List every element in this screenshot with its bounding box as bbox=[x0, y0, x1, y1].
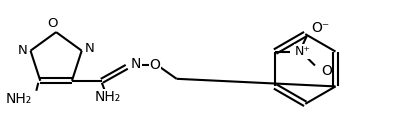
Text: N: N bbox=[131, 57, 141, 71]
Text: N⁺: N⁺ bbox=[295, 45, 311, 58]
Text: NH₂: NH₂ bbox=[95, 90, 121, 104]
Text: O: O bbox=[321, 64, 332, 78]
Text: NH₂: NH₂ bbox=[6, 92, 32, 106]
Text: O⁻: O⁻ bbox=[311, 21, 329, 35]
Text: N: N bbox=[85, 42, 95, 55]
Text: O: O bbox=[47, 17, 57, 30]
Text: N: N bbox=[18, 44, 28, 57]
Text: O: O bbox=[149, 58, 160, 72]
